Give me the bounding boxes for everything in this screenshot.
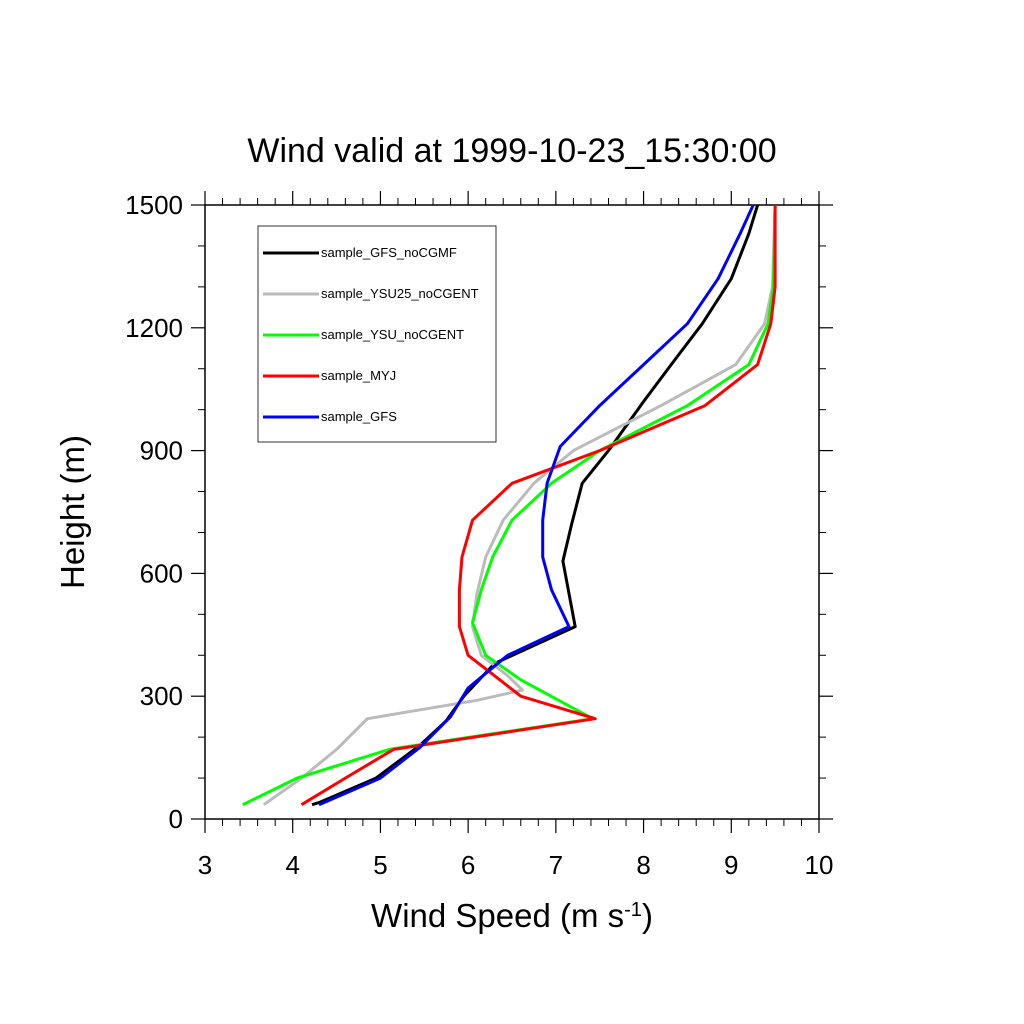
x-tick-label: 9 xyxy=(724,850,738,880)
x-tick-label: 7 xyxy=(549,850,563,880)
series-line-2 xyxy=(262,204,777,806)
legend-label: sample_YSU25_noCGENT xyxy=(321,286,479,301)
y-tick-label: 0 xyxy=(169,804,183,834)
legend: sample_GFS_noCGMF sample_YSU25_noCGENTsam… xyxy=(257,225,497,443)
y-tick-label: 900 xyxy=(140,436,183,466)
x-axis-label-superscript: -1 xyxy=(624,899,642,921)
legend-label: sample_MYJ xyxy=(321,368,396,383)
x-tick-label: 6 xyxy=(461,850,475,880)
x-tick-label: 5 xyxy=(373,850,387,880)
y-tick-label: 600 xyxy=(140,558,183,588)
series-line-5 xyxy=(318,204,755,807)
x-axis-ticks: 3 4 5 6 7 8 9 10 xyxy=(198,191,834,880)
series-line-1 xyxy=(311,204,760,807)
series-lines xyxy=(242,204,777,807)
legend-label: sample_GFS_noCGMF xyxy=(321,245,457,260)
chart-title: Wind valid at 1999-10-23_15:30:00 xyxy=(247,132,776,170)
plot-frame xyxy=(204,204,820,820)
y-tick-label: 1500 xyxy=(125,190,183,220)
x-tick-label: 10 xyxy=(805,850,834,880)
y-axis-label: Height (m) xyxy=(54,435,91,589)
legend-label: sample_GFS xyxy=(321,409,397,424)
plot-border xyxy=(204,204,820,820)
legend-label: sample_YSU_noCGENT xyxy=(321,327,464,342)
x-axis-label: Wind Speed (m s-1) xyxy=(371,897,653,934)
x-tick-label: 3 xyxy=(198,850,212,880)
y-axis-ticks: 0 300 600 900 1200 1500 xyxy=(125,190,833,834)
x-tick-label: 8 xyxy=(636,850,650,880)
x-tick-label: 4 xyxy=(285,850,299,880)
y-tick-label: 1200 xyxy=(125,313,183,343)
y-tick-label: 300 xyxy=(140,681,183,711)
series-line-4 xyxy=(300,205,777,806)
